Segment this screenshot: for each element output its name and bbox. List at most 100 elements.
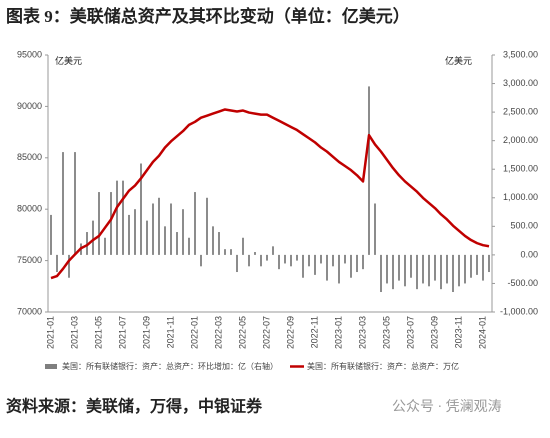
bar (320, 254, 322, 264)
x-tick-label: 2022-09 (285, 316, 295, 349)
bar (230, 249, 232, 255)
bar (260, 254, 262, 267)
bar (56, 254, 58, 273)
bar (368, 86, 370, 255)
bar (356, 254, 358, 273)
bar (458, 254, 460, 287)
x-tick-label: 2021-09 (141, 316, 151, 349)
bar (50, 214, 52, 255)
bar (212, 226, 214, 255)
bar (74, 152, 76, 255)
bar (326, 254, 328, 281)
bar (398, 254, 400, 281)
bar (416, 254, 418, 290)
x-tick-label: 2023-11 (453, 316, 463, 348)
y-tick-label: 80000 (17, 204, 42, 214)
bar (344, 254, 346, 264)
legend-swatch (45, 364, 57, 369)
bar (440, 254, 442, 290)
bar (62, 152, 64, 255)
chart-title: 图表 9：美联储总资产及其环比变动（单位：亿美元） (6, 6, 410, 26)
legend-label: 美国：所有联储银行：资产：总资产：万亿 (307, 361, 459, 371)
y2-tick-label: 0.00 (520, 249, 538, 259)
bar (224, 249, 226, 255)
x-tick-label: 2021-11 (165, 316, 175, 348)
bar (338, 254, 340, 284)
y-tick-label: 75000 (17, 255, 42, 265)
bar (218, 232, 220, 255)
y2-axis-label: 亿美元 (445, 55, 472, 66)
bar (242, 237, 244, 255)
bar (128, 214, 130, 255)
y2-tick-label: 3,500.00 (503, 49, 538, 59)
y2-tick-label: -1,000.00 (500, 306, 538, 316)
bar (182, 209, 184, 255)
bar (476, 254, 478, 275)
y-tick-label: 70000 (17, 306, 42, 316)
bar (134, 209, 136, 255)
y2-tick-label: 2,500.00 (503, 106, 538, 116)
watermark: 公众号 · 凭澜观涛 (392, 399, 502, 415)
bar (98, 192, 100, 255)
bar (254, 252, 256, 255)
bar (446, 254, 448, 284)
source-note: 资料来源：美联储，万得，中银证券 (6, 397, 263, 416)
bar (122, 180, 124, 255)
bar (308, 254, 310, 267)
y2-tick-label: 500.00 (510, 221, 538, 231)
y-tick-label: 90000 (17, 101, 42, 111)
line (50, 108, 490, 280)
x-tick-label: 2023-05 (381, 316, 391, 349)
bar (392, 254, 394, 290)
bar (200, 254, 202, 267)
x-tick-label: 2022-11 (309, 316, 319, 348)
bar (92, 220, 94, 255)
bar (386, 254, 388, 284)
bar (68, 254, 70, 278)
bar (314, 254, 316, 275)
y2-tick-label: 1,500.00 (503, 164, 538, 174)
bar (410, 254, 412, 278)
bar (164, 226, 166, 255)
legend-label: 美国：所有联储银行：资产：总资产：环比增加：亿（右轴） (62, 361, 278, 371)
x-tick-label: 2021-01 (45, 316, 55, 349)
y2-tick-label: 2,000.00 (503, 135, 538, 145)
bar (248, 254, 250, 267)
x-tick-label: 2022-07 (261, 316, 271, 349)
bar (452, 254, 454, 293)
bar (194, 192, 196, 255)
bar (152, 203, 154, 255)
bar (176, 232, 178, 255)
x-tick-label: 2021-03 (69, 316, 79, 349)
y2-tick-label: -500.00 (507, 278, 538, 288)
bar (302, 254, 304, 278)
bar (158, 197, 160, 255)
bar (482, 254, 484, 281)
bar (170, 203, 172, 255)
bar (272, 246, 274, 255)
bar (422, 254, 424, 284)
bar (110, 192, 112, 255)
y2-tick-label: 3,000.00 (503, 78, 538, 88)
x-tick-label: 2023-09 (429, 316, 439, 349)
bar (296, 254, 298, 261)
bar (488, 254, 490, 273)
bar (374, 203, 376, 255)
bar (86, 232, 88, 255)
y-tick-label: 85000 (17, 152, 42, 162)
x-tick-label: 2022-01 (189, 316, 199, 349)
bar (206, 197, 208, 255)
x-tick-label: 2024-01 (477, 316, 487, 349)
bar (266, 254, 268, 261)
bar (236, 254, 238, 273)
x-tick-label: 2023-03 (357, 316, 367, 349)
bar (284, 254, 286, 264)
bar (470, 254, 472, 278)
bar (290, 254, 292, 267)
bar (362, 254, 364, 270)
bar (104, 237, 106, 255)
bar (464, 254, 466, 284)
x-tick-label: 2022-03 (213, 316, 223, 349)
x-tick-label: 2021-07 (117, 316, 127, 349)
bar (278, 254, 280, 270)
